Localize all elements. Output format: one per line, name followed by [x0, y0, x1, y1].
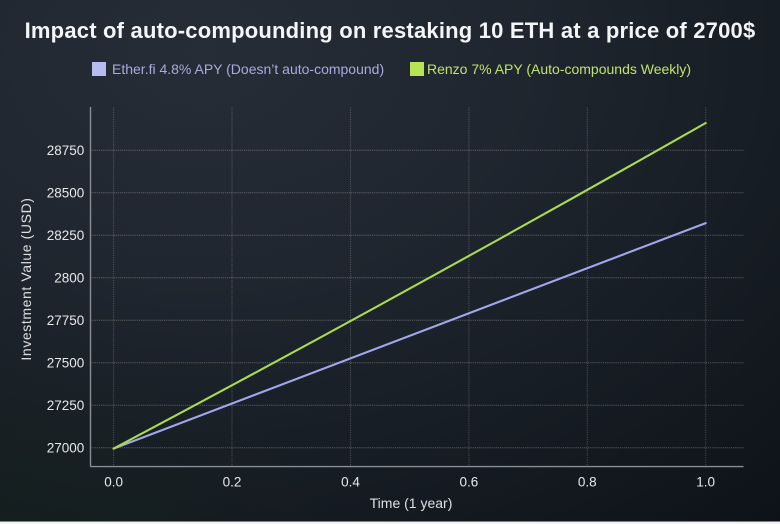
- svg-text:27750: 27750: [47, 313, 85, 328]
- svg-text:0.6: 0.6: [460, 475, 479, 490]
- svg-text:28250: 28250: [47, 228, 85, 243]
- svg-text:0.4: 0.4: [341, 475, 360, 490]
- svg-text:2800: 2800: [54, 271, 84, 286]
- svg-text:0.8: 0.8: [578, 475, 597, 490]
- svg-text:28500: 28500: [47, 186, 85, 201]
- svg-text:1.0: 1.0: [696, 475, 715, 490]
- svg-text:28750: 28750: [47, 143, 85, 158]
- svg-text:0.2: 0.2: [223, 475, 242, 490]
- svg-text:27000: 27000: [47, 441, 85, 456]
- svg-text:0.0: 0.0: [104, 475, 123, 490]
- svg-text:27250: 27250: [47, 398, 85, 413]
- svg-text:27500: 27500: [47, 356, 85, 371]
